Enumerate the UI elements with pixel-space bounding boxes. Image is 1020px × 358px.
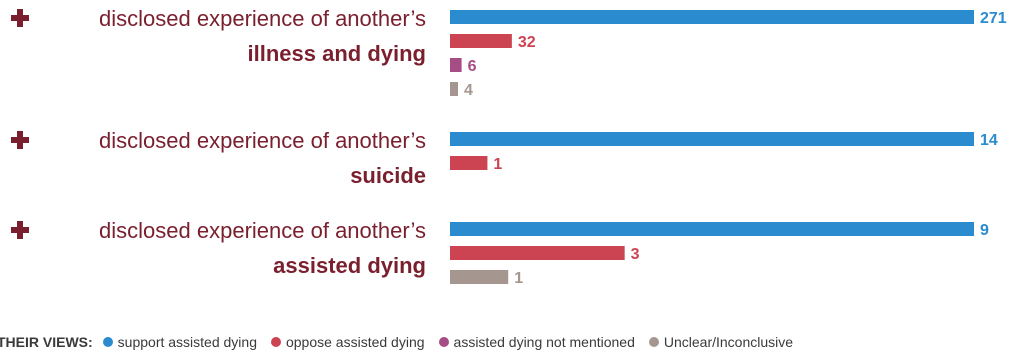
bar-value-label: 271 — [980, 10, 1007, 27]
bar-chart: disclosed experience of another’s illness… — [11, 6, 1007, 287]
bar-oppose — [450, 156, 488, 170]
bar-not-mentioned — [450, 58, 462, 72]
bar-value-label: 1 — [514, 270, 523, 287]
legend-item-unclear: Unclear/Inconclusive — [648, 334, 794, 350]
category-label-prefix: disclosed experience of another’s — [99, 218, 426, 243]
legend-label-oppose: oppose assisted dying — [285, 334, 425, 350]
legend-dot-not-mentioned — [438, 337, 449, 347]
bar-support — [450, 222, 974, 236]
legend-label-unclear: Unclear/Inconclusive — [663, 334, 794, 350]
bar-unclear — [450, 270, 509, 284]
plus-icon — [17, 9, 23, 27]
category-label-emphasis: suicide — [350, 163, 426, 188]
bar-value-label: 1 — [493, 156, 502, 173]
bar-oppose — [450, 34, 512, 48]
bar-value-label: 4 — [464, 82, 473, 99]
bar-support — [450, 10, 974, 24]
legend: THEIR VIEWS: support assisted dying oppo… — [0, 330, 807, 354]
bar-value-label: 6 — [468, 58, 477, 75]
bar-support — [450, 132, 974, 146]
legend-item-not-mentioned: assisted dying not mentioned — [438, 334, 635, 350]
legend-dot-oppose — [270, 337, 281, 347]
bar-unclear — [450, 82, 458, 96]
category-label-emphasis: illness and dying — [248, 41, 426, 66]
bar-value-label: 9 — [980, 222, 989, 239]
plus-icon — [17, 131, 23, 149]
bar-oppose — [450, 246, 625, 260]
legend-dot-unclear — [648, 337, 659, 347]
legend-title: THEIR VIEWS: — [0, 334, 93, 350]
legend-item-oppose: oppose assisted dying — [270, 334, 425, 350]
bar-value-label: 3 — [631, 246, 640, 263]
category-label-emphasis: assisted dying — [273, 253, 426, 278]
plus-icon — [17, 221, 23, 239]
legend-label-support: support assisted dying — [117, 334, 257, 350]
category-label-prefix: disclosed experience of another’s — [99, 128, 426, 153]
legend-label-not-mentioned: assisted dying not mentioned — [453, 334, 635, 350]
legend-dot-support — [102, 337, 113, 347]
category-label-prefix: disclosed experience of another’s — [99, 6, 426, 31]
legend-item-support: support assisted dying — [102, 334, 257, 350]
bar-value-label: 32 — [518, 34, 536, 51]
bar-value-label: 14 — [980, 132, 998, 149]
